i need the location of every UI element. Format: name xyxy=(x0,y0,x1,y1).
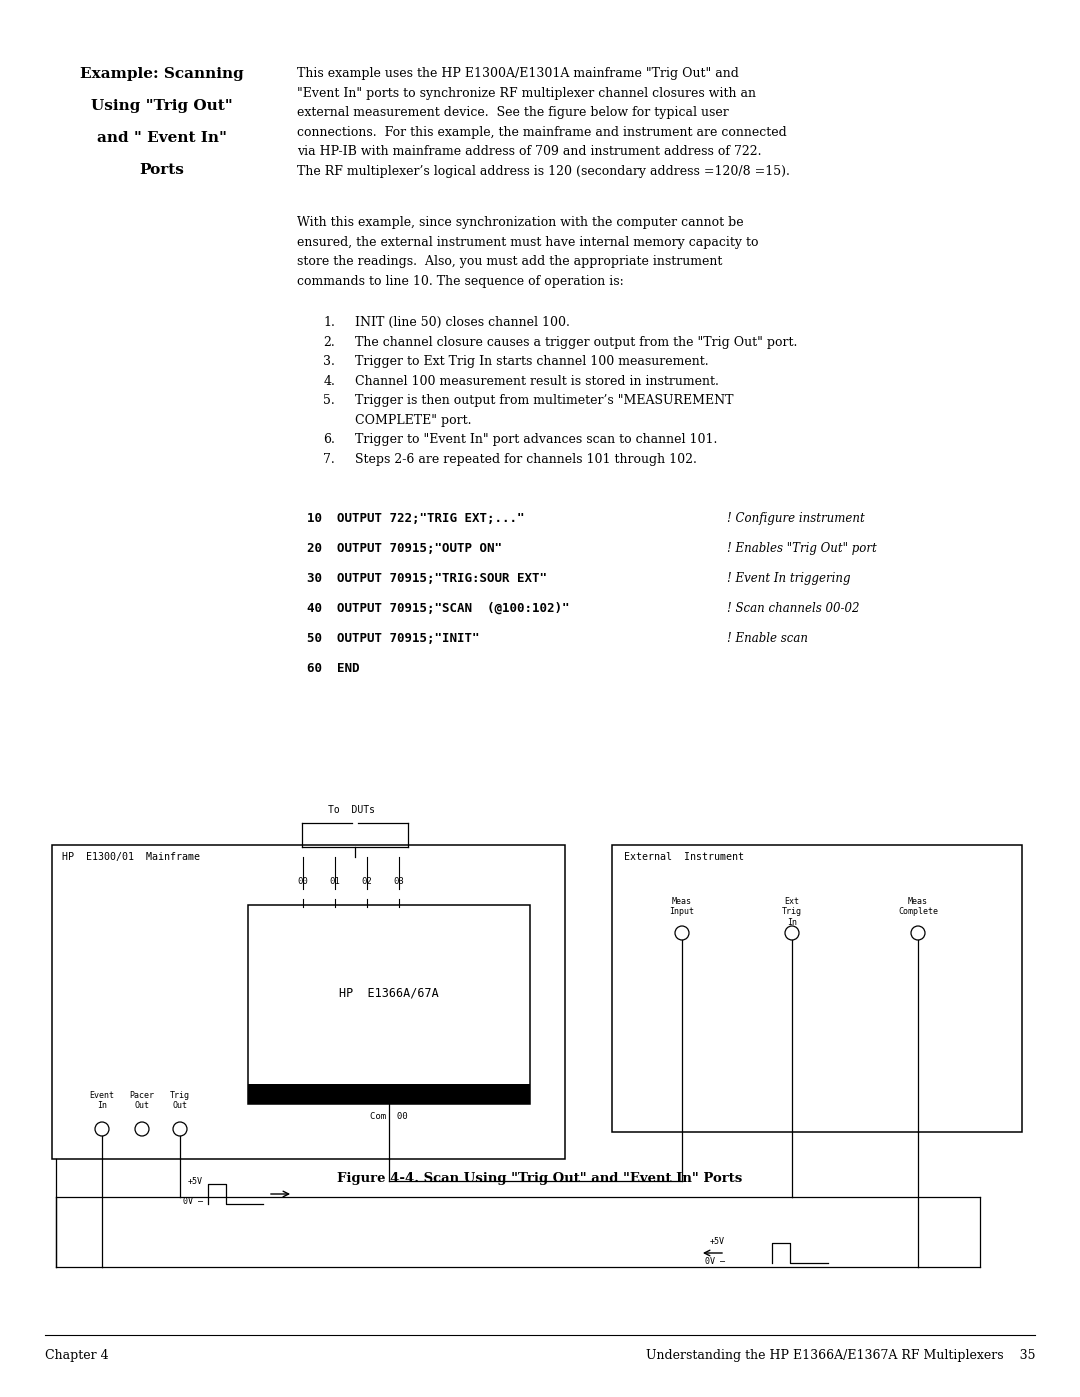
Text: To  DUTs: To DUTs xyxy=(328,805,376,814)
Text: +5V: +5V xyxy=(188,1178,203,1186)
Text: 4.: 4. xyxy=(323,374,335,387)
Text: Understanding the HP E1366A/E1367A RF Multiplexers    35: Understanding the HP E1366A/E1367A RF Mu… xyxy=(646,1350,1035,1362)
Text: ensured, the external instrument must have internal memory capacity to: ensured, the external instrument must ha… xyxy=(297,236,758,249)
Text: COMPLETE" port.: COMPLETE" port. xyxy=(355,414,472,426)
Circle shape xyxy=(135,1122,149,1136)
Text: With this example, since synchronization with the computer cannot be: With this example, since synchronization… xyxy=(297,217,744,229)
Text: 20  OUTPUT 70915;"OUTP ON": 20 OUTPUT 70915;"OUTP ON" xyxy=(307,542,502,555)
Bar xyxy=(248,905,530,1104)
Circle shape xyxy=(173,1122,187,1136)
Text: via HP-IB with mainframe address of 709 and instrument address of 722.: via HP-IB with mainframe address of 709 … xyxy=(297,145,761,158)
Text: Trig
Out: Trig Out xyxy=(170,1091,190,1111)
Circle shape xyxy=(912,926,924,940)
Text: 03: 03 xyxy=(393,877,404,886)
Circle shape xyxy=(95,1122,109,1136)
Text: ! Configure instrument: ! Configure instrument xyxy=(727,511,865,525)
Text: 0V –: 0V – xyxy=(705,1256,725,1266)
Text: Trigger to Ext Trig In starts channel 100 measurement.: Trigger to Ext Trig In starts channel 10… xyxy=(355,355,708,367)
Bar xyxy=(612,845,1022,1132)
Text: 1.: 1. xyxy=(323,316,335,330)
Bar xyxy=(52,845,565,1160)
Text: 0V –: 0V – xyxy=(183,1197,203,1207)
Text: The channel closure causes a trigger output from the "Trig Out" port.: The channel closure causes a trigger out… xyxy=(355,335,797,348)
Text: Pacer
Out: Pacer Out xyxy=(130,1091,154,1111)
Text: Channel 100 measurement result is stored in instrument.: Channel 100 measurement result is stored… xyxy=(355,374,719,387)
Text: 3.: 3. xyxy=(323,355,335,367)
Text: 40  OUTPUT 70915;"SCAN  (@100:102)": 40 OUTPUT 70915;"SCAN (@100:102)" xyxy=(307,602,569,615)
Text: external measurement device.  See the figure below for typical user: external measurement device. See the fig… xyxy=(297,106,729,119)
Text: Example: Scanning: Example: Scanning xyxy=(80,67,244,81)
Text: Meas
Input: Meas Input xyxy=(670,897,694,916)
Text: 6.: 6. xyxy=(323,433,335,446)
Text: connections.  For this example, the mainframe and instrument are connected: connections. For this example, the mainf… xyxy=(297,126,786,138)
Text: 01: 01 xyxy=(329,877,340,886)
Text: 10  OUTPUT 722;"TRIG EXT;...": 10 OUTPUT 722;"TRIG EXT;..." xyxy=(307,511,525,525)
Text: ! Enables "Trig Out" port: ! Enables "Trig Out" port xyxy=(727,542,877,555)
Text: and " Event In": and " Event In" xyxy=(97,131,227,145)
Text: 5.: 5. xyxy=(323,394,335,407)
Text: Trigger is then output from multimeter’s "MEASUREMENT: Trigger is then output from multimeter’s… xyxy=(355,394,733,407)
Text: ! Enable scan: ! Enable scan xyxy=(727,631,808,645)
Text: 02: 02 xyxy=(362,877,373,886)
Text: Figure 4-4. Scan Using "Trig Out" and "Event In" Ports: Figure 4-4. Scan Using "Trig Out" and "E… xyxy=(337,1172,743,1185)
Text: store the readings.  Also, you must add the appropriate instrument: store the readings. Also, you must add t… xyxy=(297,256,723,268)
Text: 60  END: 60 END xyxy=(307,662,360,675)
Text: Event
In: Event In xyxy=(90,1091,114,1111)
Text: 7.: 7. xyxy=(323,453,335,465)
Text: 30  OUTPUT 70915;"TRIG:SOUR EXT": 30 OUTPUT 70915;"TRIG:SOUR EXT" xyxy=(307,571,546,585)
Text: Using "Trig Out": Using "Trig Out" xyxy=(91,99,233,113)
Circle shape xyxy=(785,926,799,940)
Text: ! Event In triggering: ! Event In triggering xyxy=(727,571,851,585)
Circle shape xyxy=(675,926,689,940)
Text: 50  OUTPUT 70915;"INIT": 50 OUTPUT 70915;"INIT" xyxy=(307,631,480,645)
Text: Ext
Trig
In: Ext Trig In xyxy=(782,897,802,926)
Text: commands to line 10. The sequence of operation is:: commands to line 10. The sequence of ope… xyxy=(297,274,624,288)
Text: 2.: 2. xyxy=(323,335,335,348)
Text: "Event In" ports to synchronize RF multiplexer channel closures with an: "Event In" ports to synchronize RF multi… xyxy=(297,87,756,99)
Text: Meas
Complete: Meas Complete xyxy=(897,897,939,916)
Text: This example uses the HP E1300A/E1301A mainframe "Trig Out" and: This example uses the HP E1300A/E1301A m… xyxy=(297,67,739,80)
Text: The RF multiplexer’s logical address is 120 (secondary address =120/8 =15).: The RF multiplexer’s logical address is … xyxy=(297,165,789,177)
Text: Steps 2-6 are repeated for channels 101 through 102.: Steps 2-6 are repeated for channels 101 … xyxy=(355,453,697,465)
Text: Chapter 4: Chapter 4 xyxy=(45,1350,109,1362)
Text: ! Scan channels 00-02: ! Scan channels 00-02 xyxy=(727,602,860,615)
Text: External  Instrument: External Instrument xyxy=(624,852,744,862)
Text: Ports: Ports xyxy=(139,163,185,177)
Text: HP  E1300/01  Mainframe: HP E1300/01 Mainframe xyxy=(62,852,200,862)
Text: +5V: +5V xyxy=(710,1236,725,1246)
Bar xyxy=(248,1084,530,1104)
Text: Trigger to "Event In" port advances scan to channel 101.: Trigger to "Event In" port advances scan… xyxy=(355,433,717,446)
Text: HP  E1366A/67A: HP E1366A/67A xyxy=(339,986,438,999)
Text: Com  00: Com 00 xyxy=(370,1112,408,1120)
Text: 00: 00 xyxy=(298,877,309,886)
Text: INIT (line 50) closes channel 100.: INIT (line 50) closes channel 100. xyxy=(355,316,570,330)
